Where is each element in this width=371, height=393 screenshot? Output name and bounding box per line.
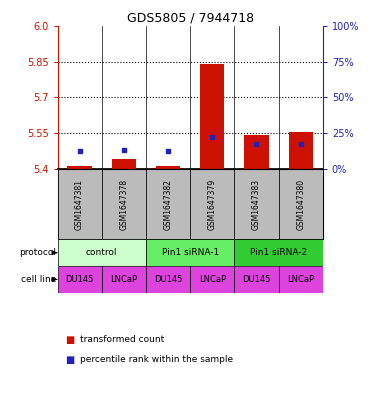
- Bar: [102, 266, 146, 293]
- Text: Pin1 siRNA-1: Pin1 siRNA-1: [161, 248, 219, 257]
- Bar: [146, 169, 190, 239]
- Bar: [146, 239, 234, 266]
- Bar: [234, 169, 279, 239]
- Text: LNCaP: LNCaP: [199, 275, 226, 284]
- Text: GSM1647381: GSM1647381: [75, 179, 84, 230]
- Text: GSM1647382: GSM1647382: [164, 179, 173, 230]
- Text: ■: ■: [65, 354, 74, 365]
- Bar: [58, 266, 102, 293]
- Text: GSM1647383: GSM1647383: [252, 179, 261, 230]
- Bar: [234, 266, 279, 293]
- Bar: [68, 166, 92, 169]
- Bar: [58, 239, 146, 266]
- Text: control: control: [86, 248, 118, 257]
- Title: GDS5805 / 7944718: GDS5805 / 7944718: [127, 11, 254, 24]
- Bar: [200, 64, 224, 169]
- Bar: [190, 266, 234, 293]
- Bar: [146, 266, 190, 293]
- Bar: [234, 239, 323, 266]
- Bar: [289, 132, 313, 169]
- Bar: [244, 135, 269, 169]
- Bar: [112, 159, 136, 169]
- Text: GSM1647378: GSM1647378: [119, 179, 128, 230]
- Text: transformed count: transformed count: [80, 336, 164, 344]
- Text: percentile rank within the sample: percentile rank within the sample: [80, 355, 233, 364]
- Text: protocol: protocol: [20, 248, 57, 257]
- Bar: [279, 169, 323, 239]
- Text: DU145: DU145: [154, 275, 182, 284]
- Text: DU145: DU145: [242, 275, 270, 284]
- Bar: [58, 169, 102, 239]
- Bar: [102, 169, 146, 239]
- Text: LNCaP: LNCaP: [287, 275, 314, 284]
- Text: ■: ■: [65, 335, 74, 345]
- Bar: [190, 169, 234, 239]
- Bar: [156, 166, 180, 169]
- Text: GSM1647379: GSM1647379: [208, 179, 217, 230]
- Text: Pin1 siRNA-2: Pin1 siRNA-2: [250, 248, 307, 257]
- Bar: [279, 266, 323, 293]
- Text: GSM1647380: GSM1647380: [296, 179, 305, 230]
- Text: DU145: DU145: [65, 275, 94, 284]
- Text: LNCaP: LNCaP: [110, 275, 137, 284]
- Text: cell line: cell line: [21, 275, 57, 284]
